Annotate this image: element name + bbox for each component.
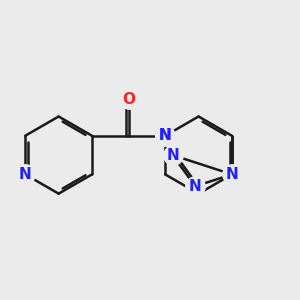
Text: N: N <box>189 179 202 194</box>
Text: N: N <box>159 128 172 143</box>
Text: N: N <box>19 167 31 182</box>
Text: O: O <box>122 92 135 107</box>
Text: N: N <box>159 128 172 143</box>
Text: N: N <box>226 167 238 182</box>
Text: N: N <box>166 148 179 163</box>
